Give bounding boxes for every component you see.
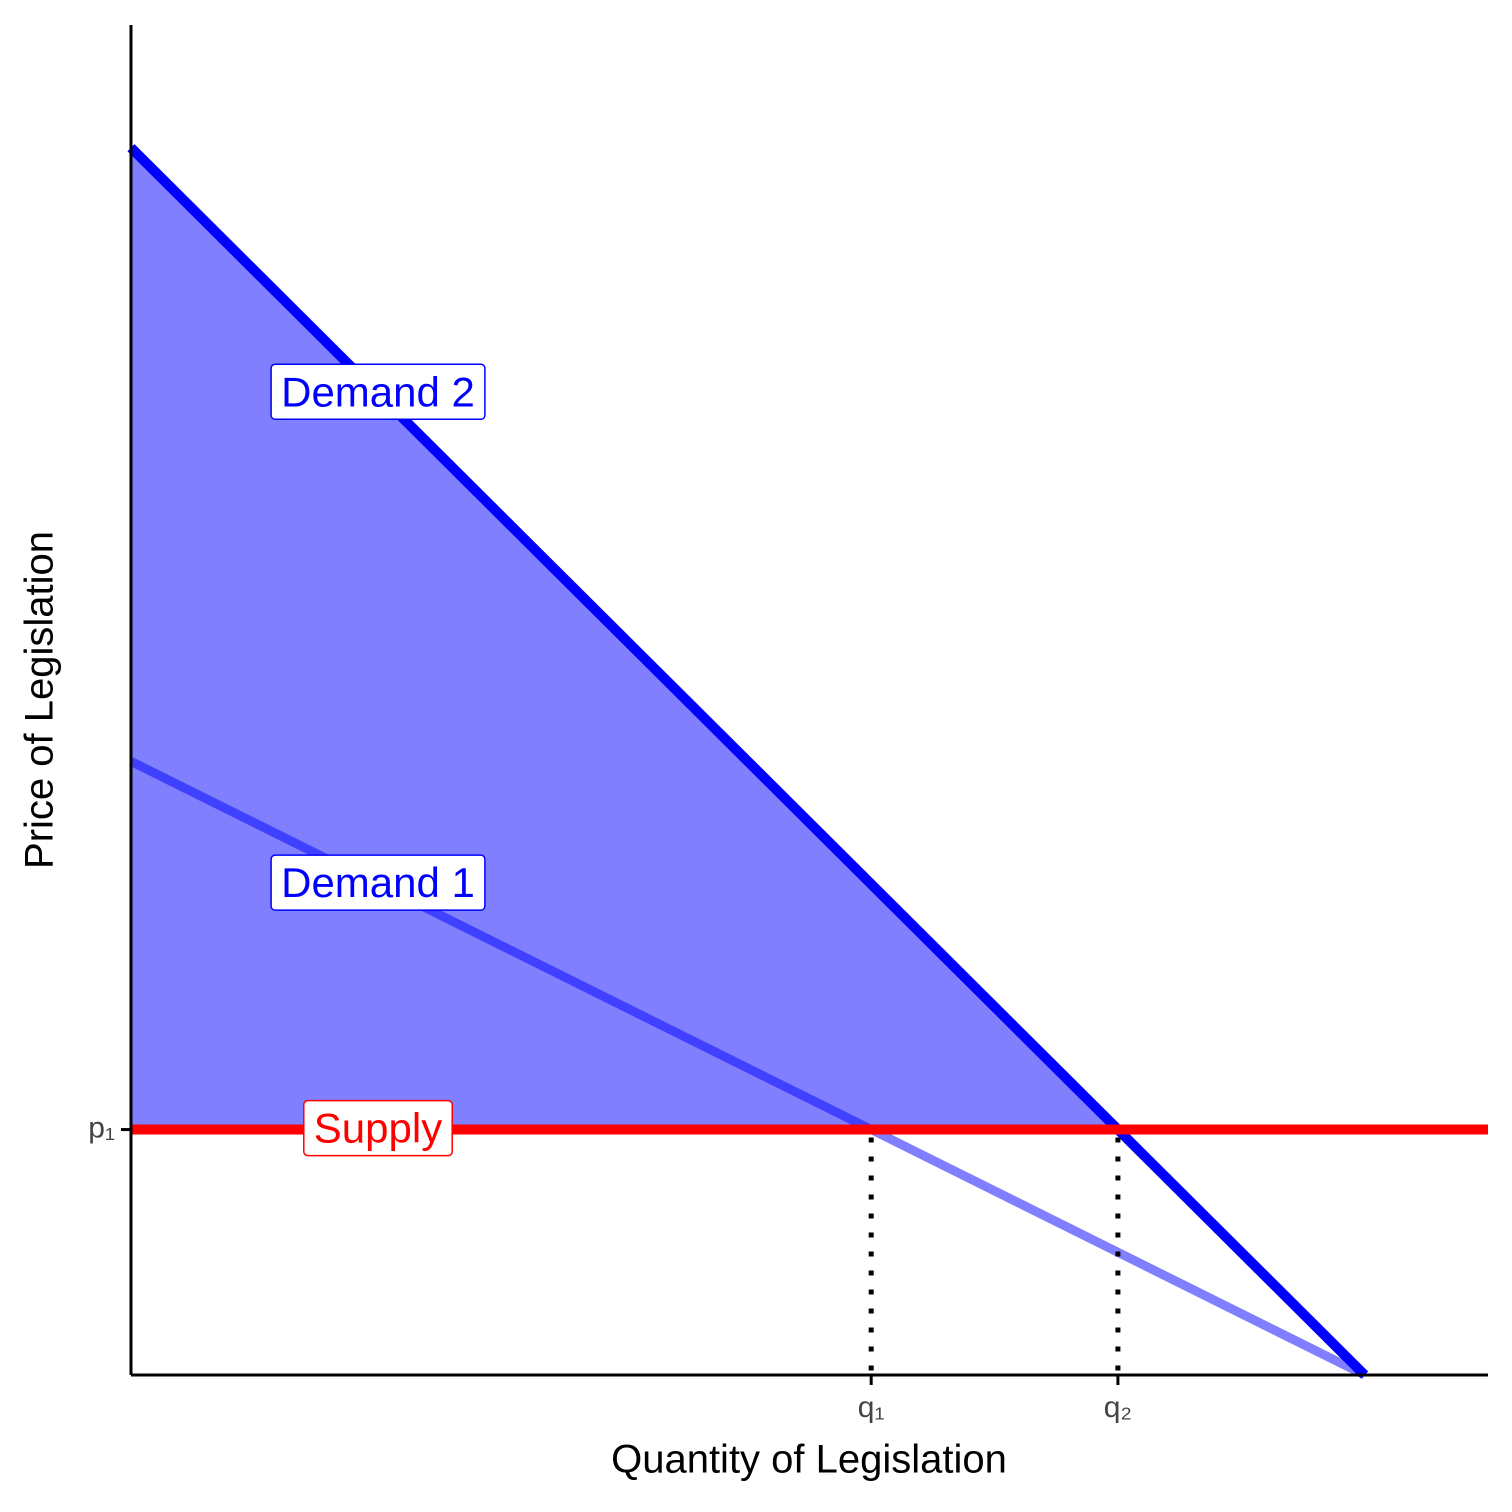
label-box [270,854,486,911]
x-tick-label: q₁ [858,1391,885,1424]
y-tick-label: p₁ [88,1111,115,1144]
series-label: Supply [303,1099,453,1157]
label-box [303,1099,453,1157]
series-label: Demand 1 [270,854,486,911]
legend-label: Supply [314,1105,442,1152]
plot-area: q₁ q₂ p₁ Demand 1 Demand 2 Supply [88,25,1488,1424]
legend-label: Demand 2 [281,368,475,415]
legend-label: Demand 1 [281,859,475,906]
series-line [127,144,1369,1379]
y-axis-title: Price of Legislation [18,531,62,869]
series-label: Demand 2 [270,363,486,421]
x-tick-label: q₂ [1104,1391,1132,1424]
x-axis-title: Quantity of Legislation [611,1438,1007,1482]
label-box [270,363,486,421]
